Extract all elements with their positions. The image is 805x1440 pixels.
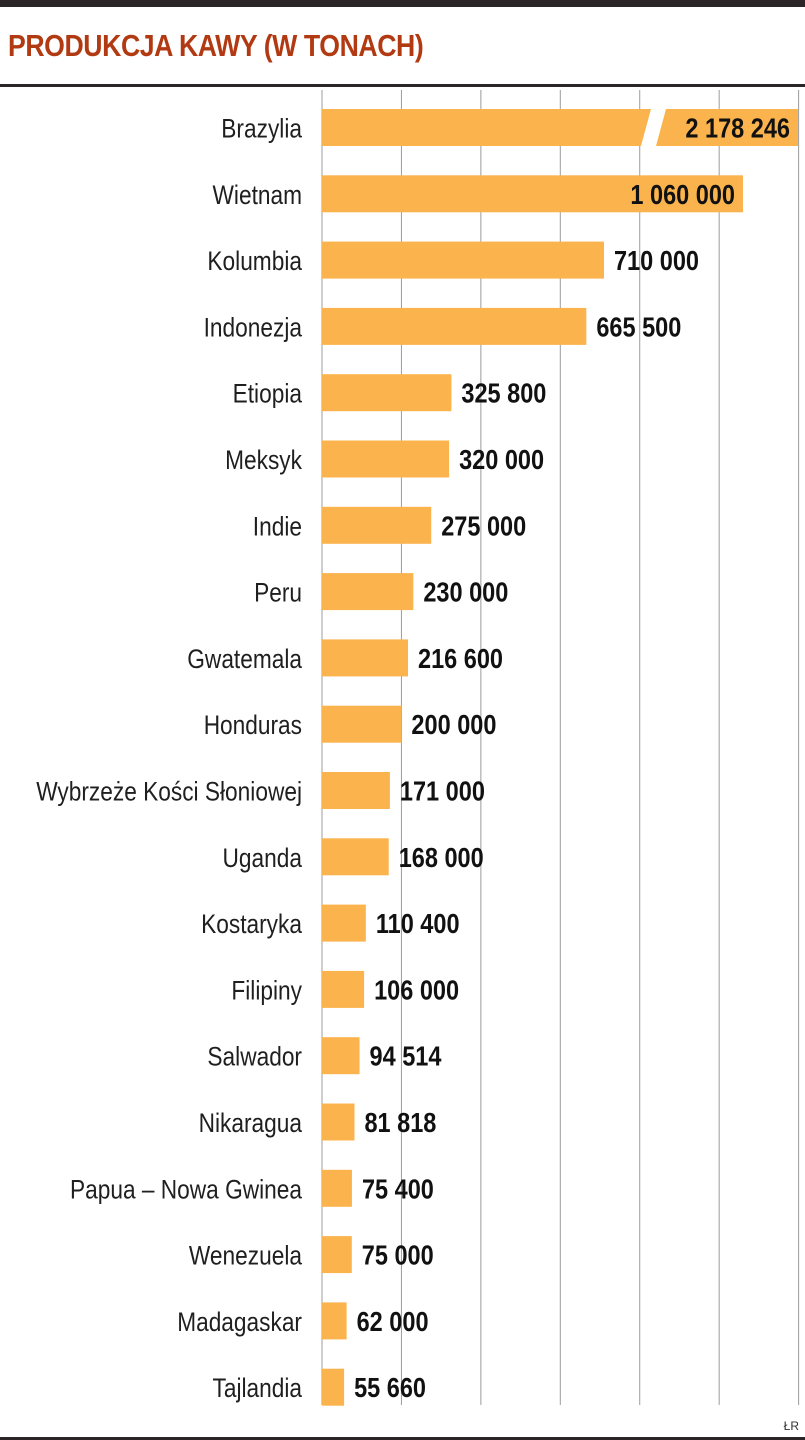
value-label: 710 000 <box>614 245 699 276</box>
category-label: Filipiny <box>231 975 302 1005</box>
category-label: Meksyk <box>225 445 302 475</box>
bar <box>322 573 414 611</box>
category-label: Kostaryka <box>201 909 303 939</box>
bar <box>322 1169 352 1207</box>
category-label: Brazylia <box>221 114 303 144</box>
category-label: Wenezuela <box>189 1241 303 1271</box>
value-label: 75 400 <box>362 1173 434 1204</box>
category-label: Indie <box>253 511 302 541</box>
bar <box>322 175 743 213</box>
value-label: 1 060 000 <box>630 179 735 210</box>
title-rule <box>0 84 805 87</box>
value-label: 81 818 <box>364 1107 436 1138</box>
category-label: Honduras <box>204 710 302 740</box>
value-label: 168 000 <box>399 842 484 873</box>
bar <box>322 970 365 1008</box>
value-label: 94 514 <box>370 1041 442 1072</box>
value-label: 230 000 <box>423 577 508 608</box>
value-label: 200 000 <box>411 709 496 740</box>
category-label: Kolumbia <box>207 246 302 276</box>
category-label: Wietnam <box>213 180 303 210</box>
value-label: 216 600 <box>418 643 503 674</box>
category-label: Salwador <box>207 1042 302 1072</box>
category-label: Madagaskar <box>177 1307 302 1337</box>
value-label: 665 500 <box>596 311 681 342</box>
source-credit: ŁR <box>783 1419 799 1433</box>
value-label: 62 000 <box>357 1306 429 1337</box>
bar <box>322 1302 347 1340</box>
category-label: Nikaragua <box>199 1108 303 1138</box>
category-label: Uganda <box>223 843 303 873</box>
value-label: 110 400 <box>376 908 460 939</box>
value-label: 325 800 <box>461 378 546 409</box>
bar <box>322 705 402 743</box>
bars <box>322 109 798 1406</box>
bar <box>322 241 604 279</box>
labels: Brazylia 2 178 246 Wietnam 1 060 000 Kolumbi… <box>36 113 790 1404</box>
category-label: Peru <box>254 578 302 608</box>
category-label: Papua – Nowa Gwinea <box>70 1174 303 1204</box>
bar <box>322 109 651 146</box>
value-label: 171 000 <box>400 776 485 807</box>
category-label: Tajlandia <box>213 1373 303 1403</box>
bar <box>322 838 389 876</box>
bar <box>322 1037 360 1075</box>
bottom-rule <box>0 1437 805 1440</box>
category-label: Indonezja <box>204 312 303 342</box>
category-label: Gwatemala <box>187 644 303 674</box>
chart-title: PRODUKCJA KAWY (W TONACH) <box>8 28 424 63</box>
value-label: 320 000 <box>459 444 544 475</box>
value-label: 55 660 <box>354 1372 426 1403</box>
bar <box>322 374 452 412</box>
category-label: Wybrzeże Kości Słoniowej <box>36 777 302 807</box>
bar <box>322 506 432 544</box>
value-label: 106 000 <box>374 974 459 1005</box>
bar <box>322 307 587 345</box>
bar-break-segment <box>656 109 798 146</box>
bar <box>322 1103 355 1141</box>
bar <box>322 639 409 677</box>
value-label: 275 000 <box>441 510 526 541</box>
bar <box>322 904 366 942</box>
bar <box>322 1236 352 1274</box>
value-label: 75 000 <box>362 1240 434 1271</box>
bar <box>322 1368 345 1406</box>
bar <box>322 772 390 809</box>
bar <box>322 440 450 478</box>
gridlines <box>321 90 800 1405</box>
category-label: Etiopia <box>233 379 303 409</box>
value-label: 2 178 246 <box>685 113 790 144</box>
top-border <box>0 0 805 7</box>
